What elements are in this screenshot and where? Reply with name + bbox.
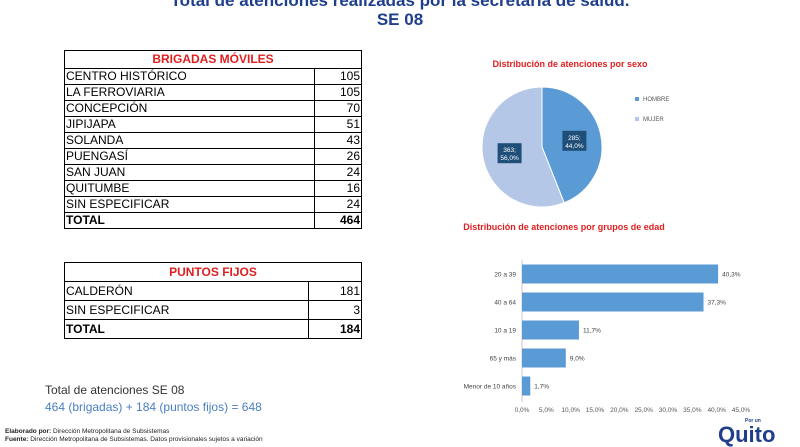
footer-elaborado-text: Dirección Metropolitana de Subsistemas — [53, 428, 170, 435]
x-tick-label: 40,0% — [707, 407, 726, 414]
category-label: Menor de 10 años — [464, 384, 517, 391]
pie-label-box — [497, 143, 522, 164]
pie-slice-mujer — [481, 86, 565, 208]
footer-fuente-text: Dirección Metropolitana de Subsistemas. … — [30, 436, 263, 443]
legend-swatch — [635, 117, 639, 121]
total-row: TOTAL 464 — [63, 212, 362, 229]
category-label: 65 y más — [490, 356, 517, 363]
row-value: 16 — [314, 180, 362, 197]
pie-data-label: 285; — [568, 135, 581, 142]
logo-big-text: Quito — [718, 422, 776, 447]
quito-logo: Por un Quito — [718, 418, 798, 447]
row-name: LA FERROVIARIA — [63, 84, 316, 101]
logo-small-text: Por un — [745, 418, 761, 424]
legend-swatch — [635, 97, 639, 101]
footer-fuente-label: Fuente: — [5, 436, 29, 443]
table-row: CENTRO HISTÓRICO 105 — [63, 68, 362, 85]
legend-label: HOMBRE — [643, 97, 669, 103]
legend-label: MUJER — [643, 117, 664, 123]
footer-elaborado-label: Elaborado por: — [5, 428, 52, 435]
row-value: 181 — [308, 281, 362, 301]
row-name: SIN ESPECIFICAR — [63, 300, 310, 320]
row-name: JIPIJAPA — [63, 116, 316, 133]
summary-formula: 464 (brigadas) + 184 (puntos fijos) = 64… — [45, 400, 262, 414]
x-tick-label: 30,0% — [659, 407, 678, 414]
total-row: TOTAL 184 — [63, 319, 362, 339]
bar-1 — [522, 292, 704, 312]
category-label: 10 a 19 — [494, 328, 516, 335]
footer-elaborado: Elaborado por: Dirección Metropolitana d… — [5, 428, 169, 435]
table-row: LA FERROVIARIA 105 — [63, 84, 362, 101]
table-row: CALDERÓN 181 — [63, 281, 362, 301]
x-tick-label: 0,0% — [515, 407, 530, 414]
x-tick-label: 35,0% — [683, 407, 702, 414]
summary-title: Total de atenciones SE 08 — [45, 383, 185, 397]
page-title: Total de atenciones realizadas por la se… — [170, 0, 630, 10]
value-label: 9,0% — [570, 356, 585, 363]
pie-title: Distribución de atenciones por sexo — [492, 59, 648, 69]
footer-fuente: Fuente: Dirección Metropolitana de Subsi… — [5, 436, 263, 443]
x-tick-label: 5,0% — [539, 407, 554, 414]
pie-data-label: 44,0% — [565, 143, 584, 150]
x-tick-label: 15,0% — [586, 407, 605, 414]
total-label: TOTAL — [63, 319, 310, 339]
row-name: CALDERÓN — [63, 281, 310, 301]
page-subtitle: SE 08 — [376, 10, 424, 29]
x-tick-label: 45,0% — [732, 407, 751, 414]
table-row: PUENGASÍ 26 — [63, 148, 362, 165]
pie-label-box — [562, 130, 587, 151]
value-label: 11,7% — [583, 328, 601, 335]
x-tick-label: 25,0% — [634, 407, 653, 414]
table-row: QUITUMBE 16 — [63, 180, 362, 197]
category-label: 40 a 64 — [494, 300, 516, 307]
total-label: TOTAL — [63, 212, 316, 229]
value-label: 37,3% — [708, 300, 727, 307]
pie-data-label: 363; — [503, 147, 516, 154]
row-name: CENTRO HISTÓRICO — [63, 68, 316, 85]
bar-3 — [522, 348, 566, 368]
total-value: 464 — [314, 212, 362, 229]
puntos-header: PUNTOS FIJOS — [64, 262, 362, 282]
pie-data-label: 56,0% — [500, 155, 519, 162]
category-label: 20 a 39 — [494, 272, 516, 279]
x-tick-label: 10,0% — [561, 407, 580, 414]
brigadas-header: BRIGADAS MÓVILES — [64, 50, 362, 69]
value-label: 40,3% — [722, 272, 741, 279]
bar-2 — [522, 320, 579, 340]
brigadas-table: BRIGADAS MÓVILES CENTRO HISTÓRICO 105 LA … — [63, 50, 362, 229]
total-value: 184 — [308, 319, 362, 339]
bar-title: Distribución de atenciones por grupos de… — [463, 222, 665, 232]
puntos-table: PUNTOS FIJOS CALDERÓN 181 SIN ESPECIFICAR… — [63, 262, 362, 339]
x-tick-label: 20,0% — [610, 407, 629, 414]
value-label: 1,7% — [534, 384, 549, 391]
bar-4 — [522, 376, 531, 396]
table-row: JIPIJAPA 51 — [63, 116, 362, 133]
bar-0 — [522, 264, 719, 284]
